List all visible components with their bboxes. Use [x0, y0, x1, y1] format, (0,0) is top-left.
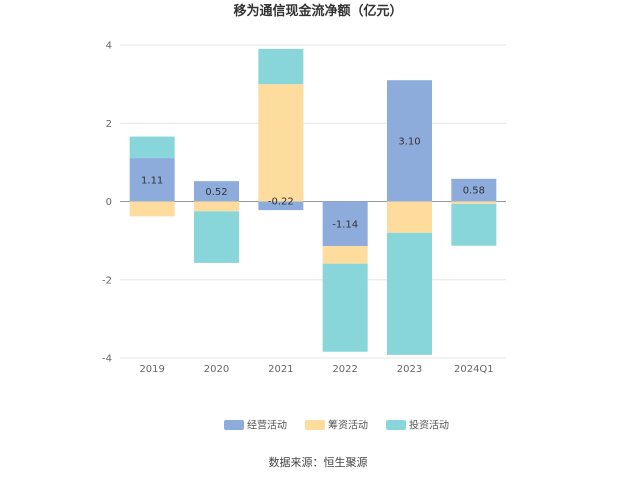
x-tick-label: 2021	[268, 364, 293, 375]
bar-segment[interactable]	[387, 232, 432, 355]
bar-segment[interactable]	[258, 201, 304, 211]
source-note: 数据来源：恒生聚源	[269, 455, 368, 469]
x-tick-label: 2019	[139, 364, 164, 375]
bar-segment[interactable]	[129, 201, 175, 217]
data-label: -0.22	[268, 197, 294, 208]
y-tick-label: 2	[106, 119, 112, 130]
data-label: 0.52	[205, 187, 227, 198]
y-tick-label: 4	[106, 41, 112, 52]
x-tick-label: 2023	[397, 364, 422, 375]
bar-segment[interactable]	[258, 48, 304, 85]
bar-segment[interactable]	[194, 181, 239, 202]
bar-segment[interactable]	[387, 201, 432, 233]
chart-title: 移为通信现金流净额（亿元）	[233, 3, 402, 19]
bar-segment[interactable]	[387, 80, 432, 202]
bars-layer	[129, 48, 497, 355]
legend-item[interactable]: 投资活动	[386, 419, 449, 432]
bar-segment[interactable]	[194, 201, 239, 212]
bar-segment[interactable]	[322, 263, 368, 352]
data-label: 0.58	[463, 186, 485, 197]
y-tick-label: -4	[102, 354, 112, 365]
bar-segment[interactable]	[451, 178, 497, 202]
legend-swatch	[305, 420, 325, 430]
x-tick-label: 2024Q1	[454, 364, 494, 375]
axis-layer: 4 2 0 -2 -4 2019 2020 2021 2022 2023 2024Q1	[102, 41, 494, 376]
bar-segment[interactable]	[451, 201, 497, 204]
legend-swatch	[386, 420, 406, 430]
bar-segment[interactable]	[129, 136, 175, 159]
bar-segment[interactable]	[129, 158, 175, 202]
x-tick-label: 2020	[204, 364, 229, 375]
legend-item[interactable]: 筹资活动	[305, 419, 368, 432]
bar-segment[interactable]	[322, 201, 368, 247]
legend[interactable]: 经营活动 筹资活动 投资活动	[224, 419, 449, 432]
y-tick-label: 0	[106, 197, 112, 208]
x-tick-label: 2022	[332, 364, 357, 375]
legend-label: 投资活动	[409, 419, 449, 432]
bar-segment[interactable]	[451, 203, 497, 246]
legend-label: 经营活动	[247, 419, 287, 432]
bar-segment[interactable]	[258, 84, 304, 202]
bar-segment[interactable]	[194, 211, 239, 263]
y-tick-label: -2	[102, 275, 112, 286]
data-label: 3.10	[398, 136, 420, 147]
bar-segment[interactable]	[322, 246, 368, 264]
legend-item[interactable]: 经营活动	[224, 419, 287, 432]
data-labels-layer: 1.11 0.52 -0.22 -1.14 3.10 0.58	[141, 136, 485, 230]
legend-swatch	[224, 420, 244, 430]
data-label: -1.14	[332, 219, 358, 230]
grid-layer	[120, 44, 506, 359]
legend-label: 筹资活动	[328, 419, 368, 432]
data-label: 1.11	[141, 175, 163, 186]
